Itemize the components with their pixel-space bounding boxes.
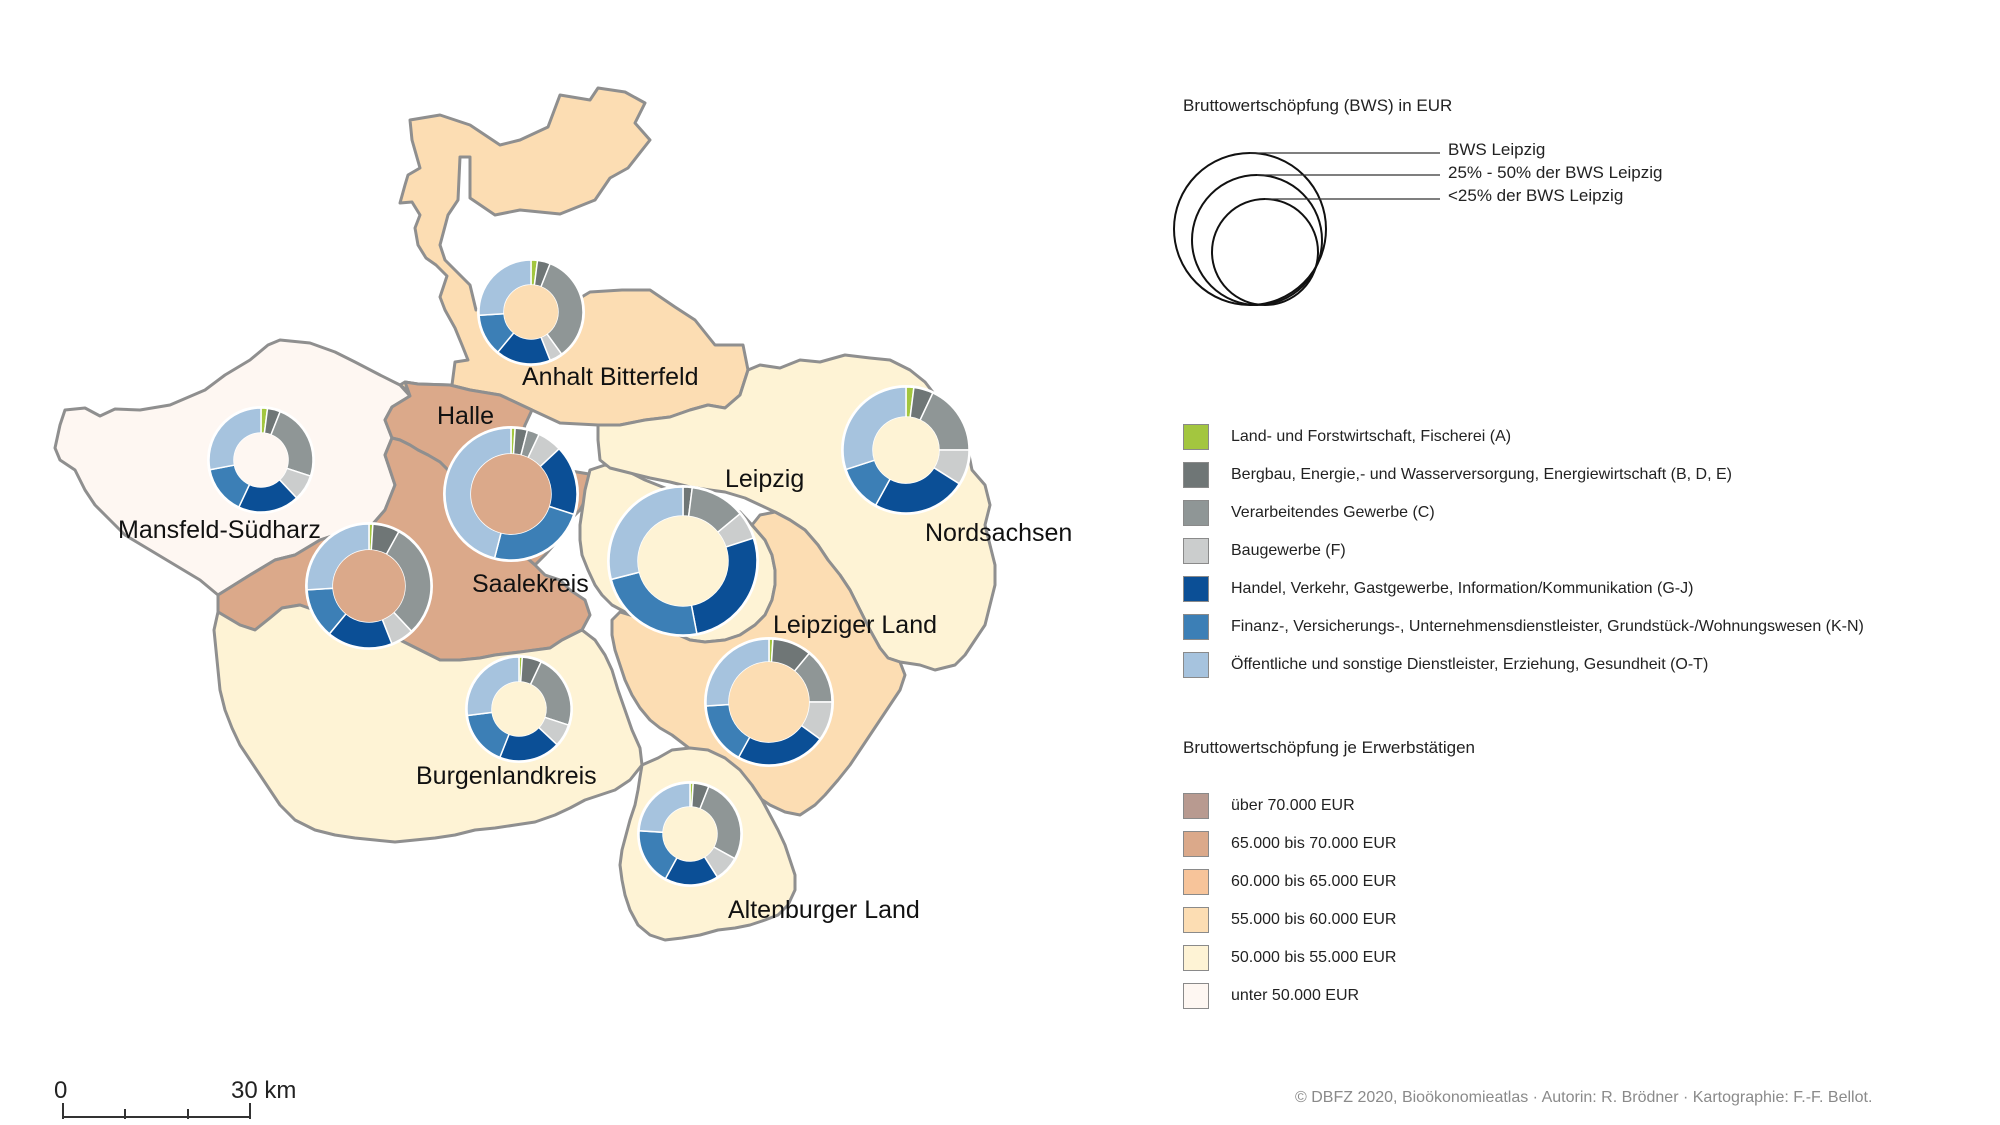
copyright-note: © DBFZ 2020, Bioökonomieatlas · Autorin:… xyxy=(1295,1089,1873,1106)
scale-bar-line xyxy=(62,1103,251,1119)
donut-hole xyxy=(333,550,405,622)
sector-swatch xyxy=(1183,652,1209,678)
sector-legend-item: Land- und Forstwirtschaft, Fischerei (A) xyxy=(1183,422,1511,452)
size-label-2: <25% der BWS Leipzig xyxy=(1448,186,1624,205)
class-legend-label: 60.000 bis 65.000 EUR xyxy=(1231,873,1397,890)
sector-swatch xyxy=(1183,462,1209,488)
size-label-0: BWS Leipzig xyxy=(1448,140,1546,159)
sector-swatch xyxy=(1183,538,1209,564)
label-burgenlandkreis: Burgenlandkreis xyxy=(416,762,597,790)
donut-halle xyxy=(443,426,579,562)
scale-bar: 0 30 km xyxy=(54,1077,296,1119)
class-legend-label: 65.000 bis 70.000 EUR xyxy=(1231,835,1397,852)
class-legend-item: 50.000 bis 55.000 EUR xyxy=(1183,943,1396,973)
sector-swatch xyxy=(1183,614,1209,640)
donut-mansfeld-s-dharz xyxy=(207,406,315,514)
donut-saalekreis xyxy=(305,522,433,650)
label-leipziger-land: Leipziger Land xyxy=(773,611,937,639)
sector-legend-item: Finanz-, Versicherungs-, Unternehmensdie… xyxy=(1183,612,1864,642)
label-mansfeld-suedharz: Mansfeld-Südharz xyxy=(118,516,321,544)
district-labels: Anhalt Bitterfeld Mansfeld-Südharz Halle… xyxy=(118,363,1072,924)
sector-swatch xyxy=(1183,500,1209,526)
sector-legend-item: Öffentliche und sonstige Dienstleister, … xyxy=(1183,650,1708,680)
donut-hole xyxy=(638,516,728,606)
sector-legend-label: Baugewerbe (F) xyxy=(1231,542,1346,559)
donut-leipzig xyxy=(607,485,759,637)
class-legend-label: unter 50.000 EUR xyxy=(1231,987,1360,1004)
sector-legend-label: Bergbau, Energie,- und Wasserversorgung,… xyxy=(1231,466,1732,483)
class-swatch xyxy=(1183,793,1209,819)
donut-anhalt-bitterfeld xyxy=(477,258,585,366)
sector-donut-charts xyxy=(207,258,971,887)
scale-bar-start: 0 xyxy=(54,1077,67,1104)
sector-legend-label: Finanz-, Versicherungs-, Unternehmensdie… xyxy=(1231,618,1864,635)
donut-leipziger-land xyxy=(704,637,834,767)
bws-legend-title: Bruttowertschöpfung (BWS) in EUR xyxy=(1183,96,1453,115)
label-nordsachsen: Nordsachsen xyxy=(925,519,1072,547)
class-legend-item: 65.000 bis 70.000 EUR xyxy=(1183,829,1396,859)
label-halle: Halle xyxy=(437,402,494,430)
scale-bar-end: 30 km xyxy=(231,1077,296,1104)
sector-legend-label: Handel, Verkehr, Gastgewerbe, Informatio… xyxy=(1231,580,1694,597)
class-legend-label: 50.000 bis 55.000 EUR xyxy=(1231,949,1397,966)
sector-legend-item: Verarbeitendes Gewerbe (C) xyxy=(1183,498,1435,528)
sector-swatch xyxy=(1183,424,1209,450)
donut-hole xyxy=(663,807,717,861)
size-legend-circles xyxy=(1173,152,1440,306)
donut-hole xyxy=(492,682,546,736)
size-circle-25-50 xyxy=(1191,174,1323,306)
class-legend-item: 55.000 bis 60.000 EUR xyxy=(1183,905,1396,935)
class-legend-item: über 70.000 EUR xyxy=(1183,791,1355,821)
sector-legend-label: Land- und Forstwirtschaft, Fischerei (A) xyxy=(1231,428,1512,445)
class-swatch xyxy=(1183,869,1209,895)
donut-hole xyxy=(234,433,288,487)
per-worker-legend-title: Bruttowertschöpfung je Erwerbstätigen xyxy=(1183,738,1475,757)
class-swatch xyxy=(1183,831,1209,857)
class-swatch xyxy=(1183,945,1209,971)
class-legend-label: 55.000 bis 60.000 EUR xyxy=(1231,911,1397,928)
sector-legend-item: Bergbau, Energie,- und Wasserversorgung,… xyxy=(1183,460,1732,490)
class-swatch xyxy=(1183,983,1209,1009)
class-swatch xyxy=(1183,907,1209,933)
donut-hole xyxy=(873,417,939,483)
donut-altenburger-land xyxy=(637,781,743,887)
sector-legend-item: Baugewerbe (F) xyxy=(1183,536,1346,566)
sector-swatch xyxy=(1183,576,1209,602)
size-legend-leaders xyxy=(1250,152,1440,200)
class-legend-item: 60.000 bis 65.000 EUR xyxy=(1183,867,1396,897)
donut-burgenlandkreis xyxy=(465,655,573,763)
donut-hole xyxy=(471,454,551,534)
sector-legend-label: Öffentliche und sonstige Dienstleister, … xyxy=(1231,656,1709,673)
label-altenburger-land: Altenburger Land xyxy=(728,896,920,924)
donut-hole xyxy=(729,662,809,742)
class-legend-label: über 70.000 EUR xyxy=(1231,797,1355,814)
size-circle-under-25 xyxy=(1211,198,1319,306)
class-legend-item: unter 50.000 EUR xyxy=(1183,981,1359,1011)
size-label-1: 25% - 50% der BWS Leipzig xyxy=(1448,163,1663,182)
label-anhalt-bitterfeld: Anhalt Bitterfeld xyxy=(522,363,699,391)
label-leipzig: Leipzig xyxy=(725,465,804,493)
donut-nordsachsen xyxy=(841,385,971,515)
label-saalekreis: Saalekreis xyxy=(472,570,589,598)
donut-hole xyxy=(504,285,558,339)
sector-legend-label: Verarbeitendes Gewerbe (C) xyxy=(1231,504,1435,521)
sector-legend-item: Handel, Verkehr, Gastgewerbe, Informatio… xyxy=(1183,574,1693,604)
